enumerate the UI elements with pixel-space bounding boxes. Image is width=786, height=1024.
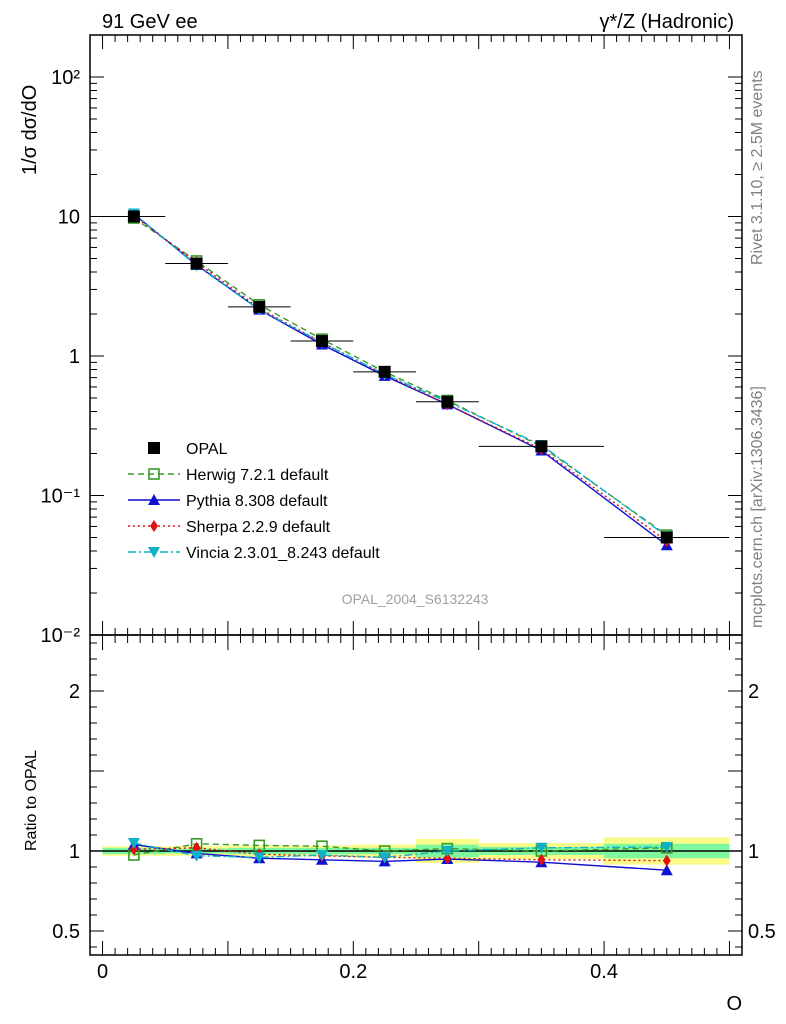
legend-entry: Herwig 7.2.1 default [128, 467, 329, 484]
data-point [535, 440, 548, 453]
legend-entry: OPAL [148, 441, 228, 458]
data-point [315, 335, 328, 348]
data-point [190, 257, 203, 270]
mcplots-label: mcplots.cern.ch [arXiv:1306.3436] [749, 386, 766, 628]
ratio-point [190, 850, 203, 862]
series-1 [128, 212, 673, 541]
series-line [133, 215, 668, 542]
ratio-point [537, 853, 546, 866]
ratio-y-tick-label: 0.5 [52, 921, 80, 943]
ratio-point [443, 852, 452, 865]
series-line [133, 213, 668, 546]
axes: 10⁻² 10⁻¹ 1 10 10² 0 0.2 0.4 0.5 0.5 1 1 2 2 [41, 34, 776, 983]
ratio-series-3 [127, 838, 673, 864]
ratio-point [535, 842, 548, 854]
data-point [660, 531, 673, 544]
x-tick-label: 0 [97, 961, 108, 983]
ratio-point [127, 838, 140, 849]
series-line [133, 217, 668, 536]
ratio-point [441, 846, 454, 857]
ratio-point [660, 864, 673, 876]
legend-entry: Sherpa 2.2.9 default [128, 519, 331, 536]
legend-marker [148, 547, 160, 558]
ratio-point [315, 850, 328, 861]
ratio-point [662, 854, 671, 867]
legend-label: Sherpa 2.2.9 default [186, 519, 331, 536]
ratio-line [133, 843, 667, 871]
ratio-point [660, 842, 673, 853]
legend-marker [150, 520, 158, 532]
header-left: 91 GeV ee [102, 11, 198, 33]
rivet-version-label: Rivet 3.1.10, ≥ 2.5M events [749, 70, 766, 265]
ratio-line [133, 842, 667, 859]
legend-label: Vincia 2.3.01_8.243 default [186, 545, 380, 562]
main-plot-series [102, 208, 730, 551]
y-tick-label: 10 [58, 206, 80, 228]
ratio-point [253, 852, 266, 864]
legend-label: Pythia 8.308 default [186, 493, 328, 510]
x-axis-label: O [726, 993, 742, 1015]
legend: OPAL Herwig 7.2.1 default Pythia 8.308 def… [128, 441, 380, 562]
series-0 [102, 210, 730, 544]
legend-entry: Vincia 2.3.01_8.243 default [128, 545, 380, 562]
header-right: γ*/Z (Hadronic) [600, 11, 734, 33]
ratio-plot-series [127, 837, 673, 876]
main-y-axis-label: 1/σ dσ/dO [19, 85, 41, 175]
data-point [441, 395, 454, 408]
data-point [253, 300, 266, 313]
ratio-y-tick-label-right: 2 [748, 681, 759, 703]
y-tick-label: 10⁻² [41, 625, 81, 647]
x-tick-label: 0.2 [339, 961, 367, 983]
ratio-line [133, 843, 667, 856]
ratio-y-tick-label-right: 0.5 [748, 921, 776, 943]
series-line [133, 213, 668, 537]
y-tick-label: 10⁻¹ [41, 485, 81, 507]
ratio-y-tick-label: 2 [69, 681, 80, 703]
ratio-plot-frame [89, 634, 743, 956]
legend-entry: Pythia 8.308 default [128, 493, 328, 510]
ratio-point [129, 843, 138, 856]
y-tick-label: 10² [51, 67, 80, 89]
ratio-y-tick-label-right: 1 [748, 841, 759, 863]
legend-label: OPAL [186, 441, 228, 458]
ratio-y-tick-label: 1 [69, 841, 80, 863]
y-tick-label: 1 [69, 346, 80, 368]
legend-label: Herwig 7.2.1 default [186, 467, 329, 484]
x-tick-label: 0.4 [590, 961, 618, 983]
data-point [378, 365, 391, 378]
analysis-label: OPAL_2004_S6132243 [342, 591, 489, 607]
ratio-y-axis-label: Ratio to OPAL [23, 750, 40, 851]
data-point [127, 210, 140, 223]
legend-marker [148, 442, 160, 454]
legend-marker [148, 494, 160, 505]
legend-marker [148, 468, 160, 480]
ratio-point [378, 852, 391, 864]
